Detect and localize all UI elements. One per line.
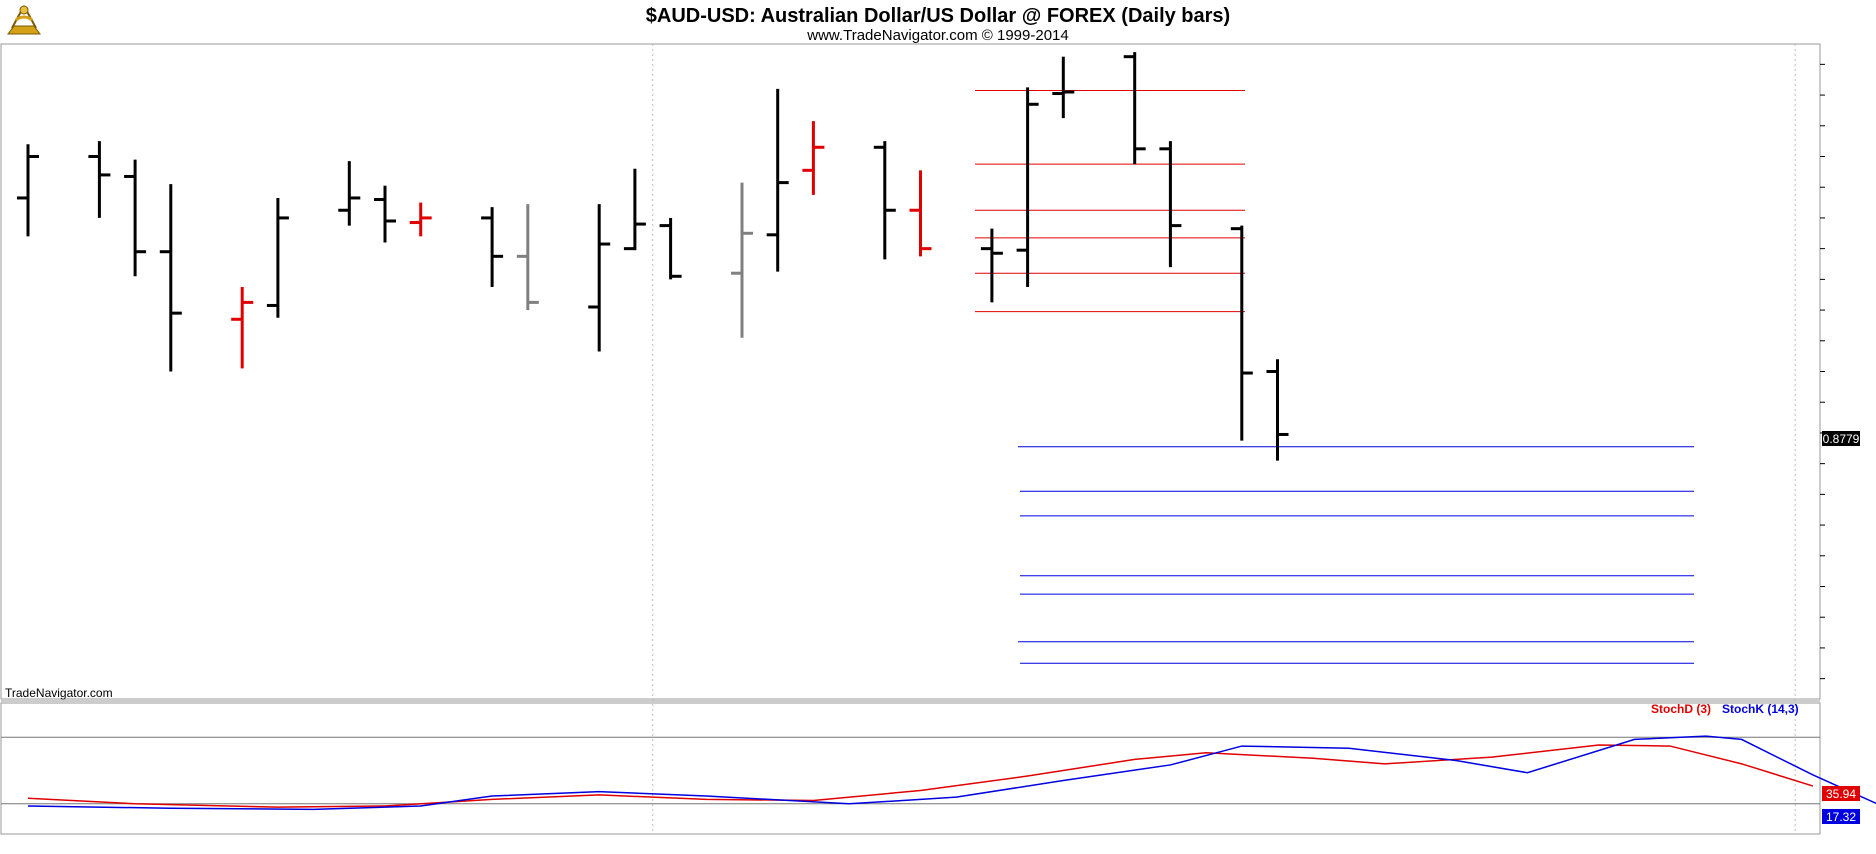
stoch-line-0 [27, 744, 1814, 808]
price-panel-frame [0, 43, 1821, 700]
price-axis [1820, 63, 1825, 680]
last-price-label: 0.8779 [1823, 432, 1860, 446]
legend-stochk: StochK (14,3) [1722, 702, 1799, 716]
header-band [0, 0, 1876, 44]
chart-subtitle: www.TradeNavigator.com © 1999-2014 [806, 27, 1068, 44]
sextant-logo-icon [7, 5, 41, 35]
last-price-box [1822, 431, 1860, 446]
stoch-series [27, 735, 1876, 811]
stochk-last-box [1822, 809, 1860, 824]
stochd-last-label: 35.94 [1826, 787, 1856, 801]
stoch-reference-lines [1, 736, 1820, 805]
resistance-levels [975, 89, 1245, 313]
legend-stochd: StochD (3) [1651, 702, 1711, 716]
stoch-panel-frame [0, 702, 1821, 835]
vertical-gridlines [652, 44, 1796, 834]
stochk-last-label: 17.32 [1826, 810, 1856, 824]
watermark-text: TradeNavigator.com [5, 686, 113, 700]
support-levels [1018, 446, 1694, 664]
ohlc-bars [17, 52, 1289, 461]
stoch-line-1 [27, 735, 1876, 811]
stochd-last-box [1822, 786, 1860, 801]
chart-title: $AUD-USD: Australian Dollar/US Dollar @ … [646, 5, 1230, 27]
